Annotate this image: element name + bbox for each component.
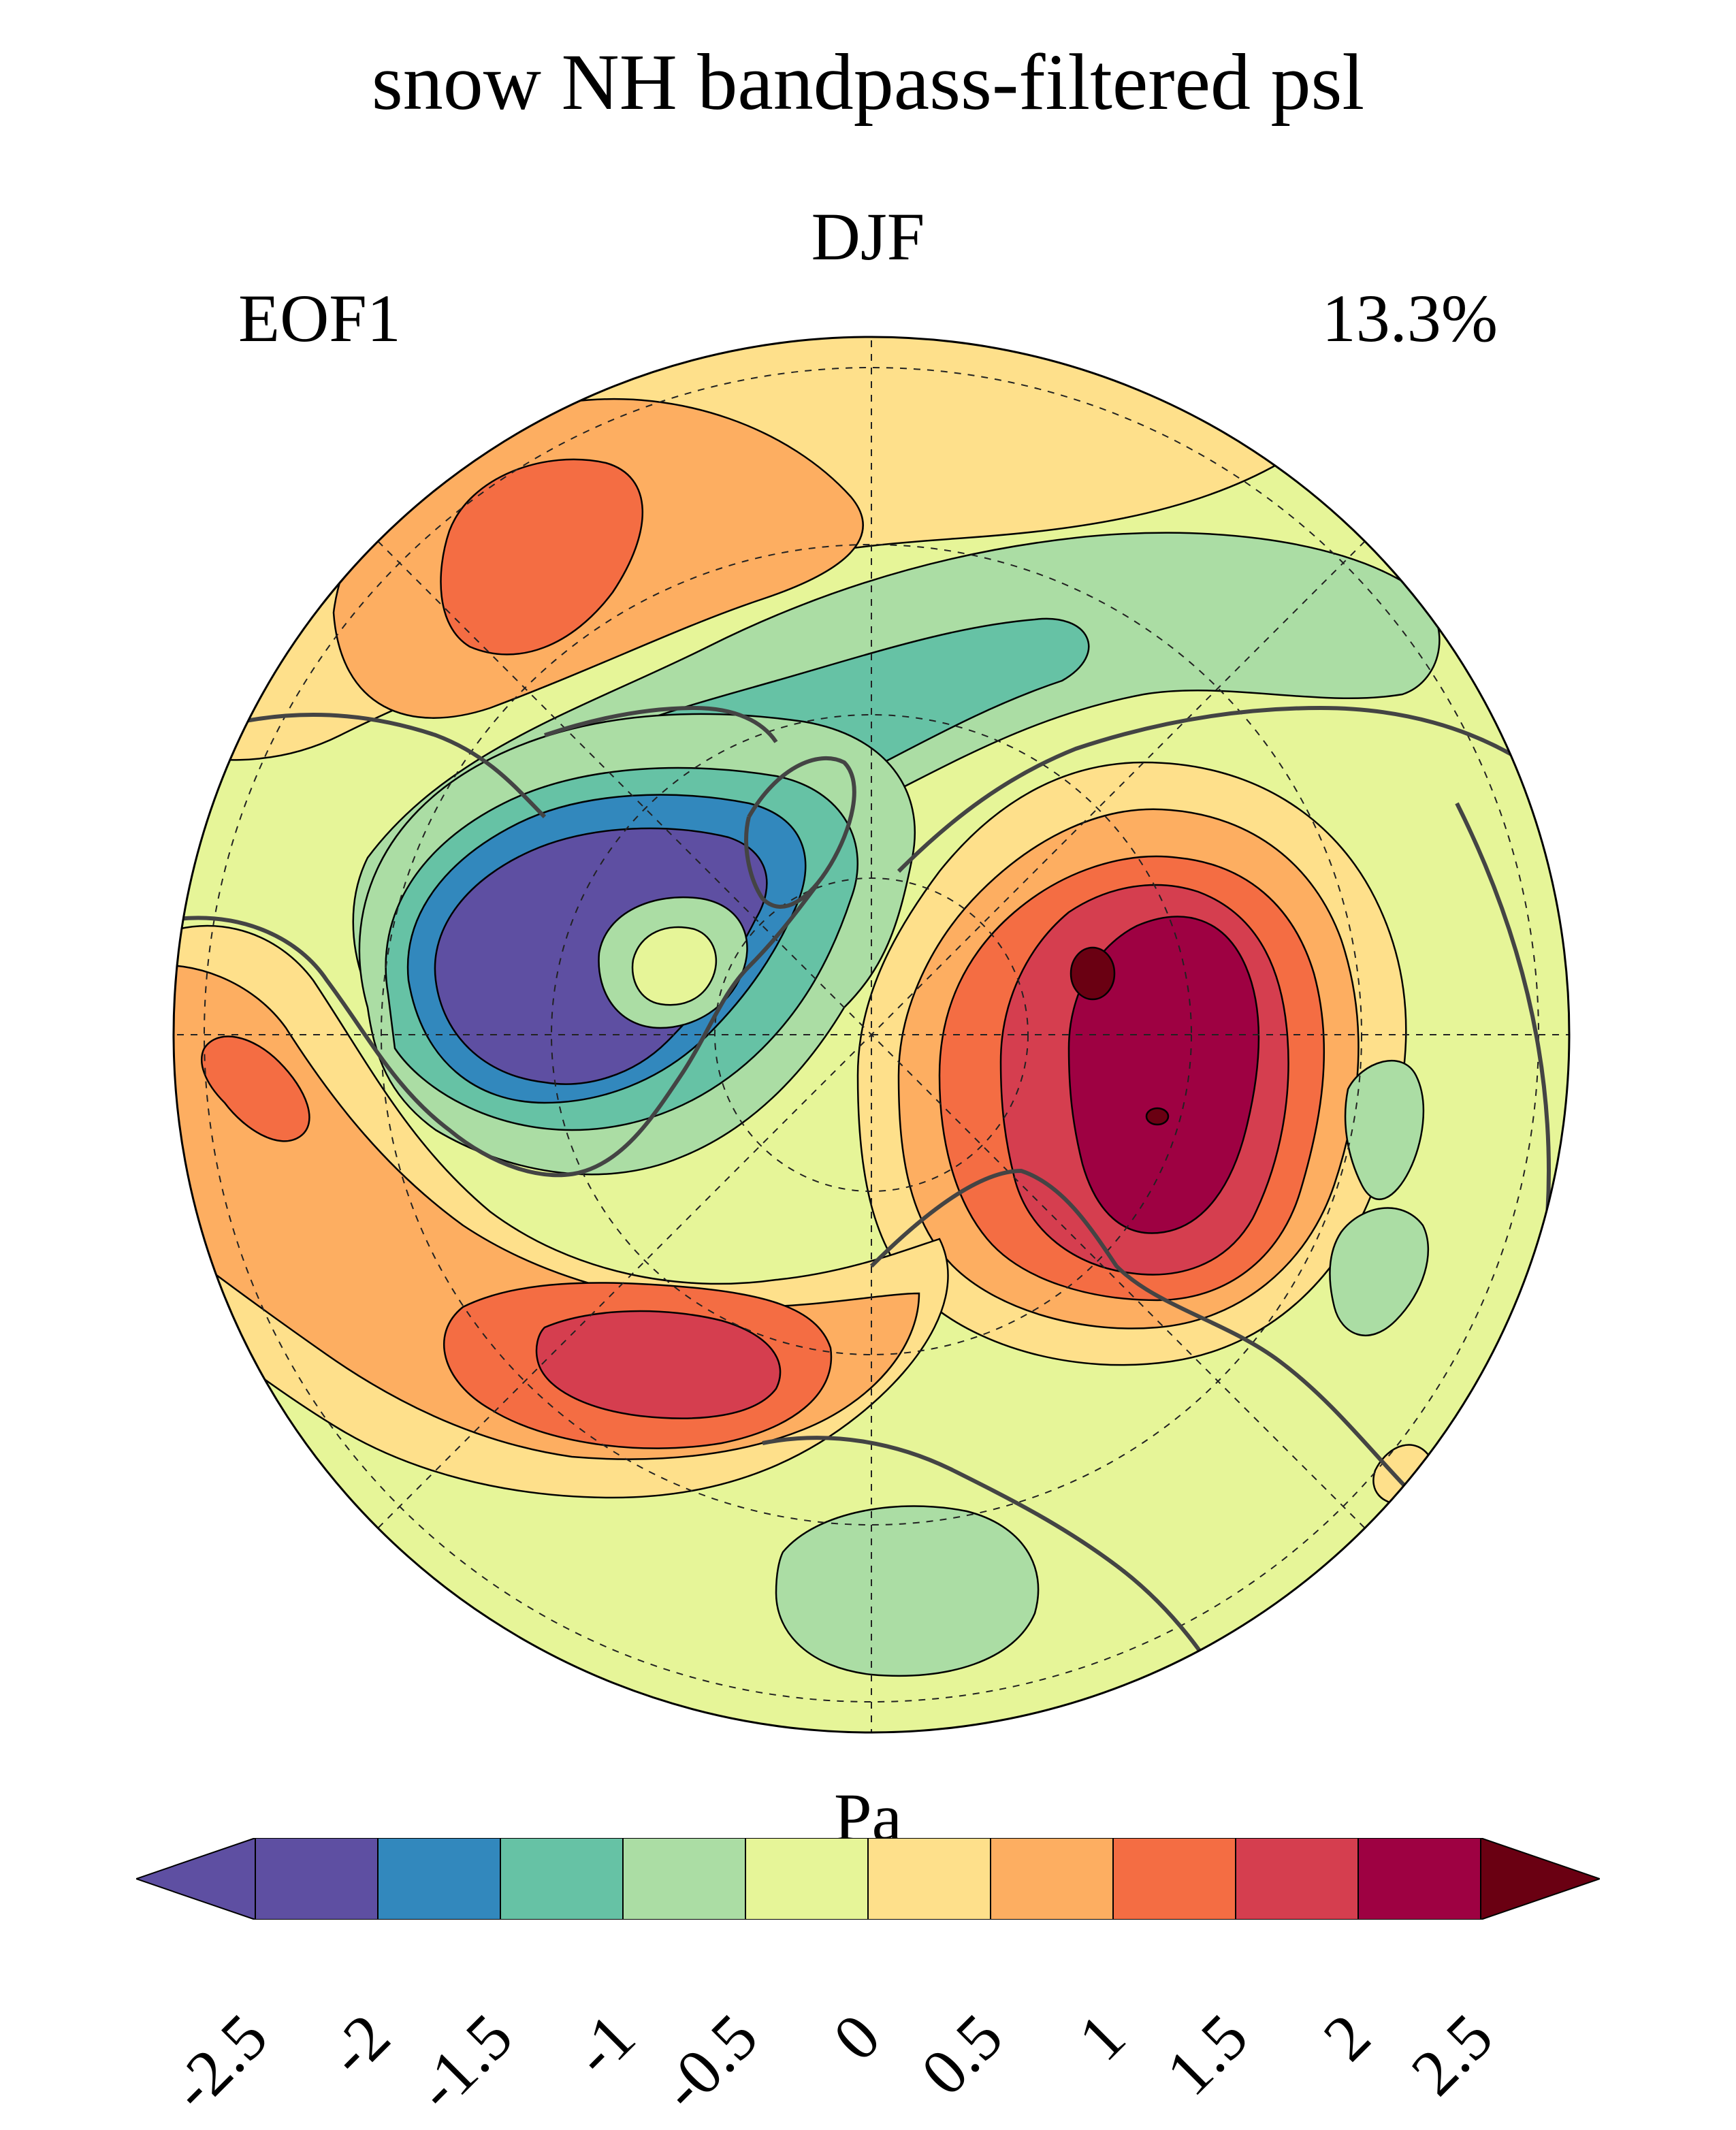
coastline-eurasia-north: [897, 706, 1526, 873]
colorbar-box: [867, 1838, 991, 1920]
meridian-135: [377, 540, 1366, 1529]
colorbar-box: [1357, 1838, 1481, 1920]
colorbar-box: [622, 1838, 746, 1920]
colorbar-tick-label: -2: [313, 1999, 404, 2090]
coastline-greenland: [744, 756, 856, 909]
colorbar-tick-label: -2.5: [156, 1999, 281, 2125]
polar-map: [172, 336, 1571, 1734]
contour-pole-center: [631, 926, 718, 1006]
colorbar-box: [377, 1838, 501, 1920]
eof-label: EOF1: [238, 280, 401, 356]
contour-pos5-east-a: [1070, 946, 1116, 1001]
colorbar-extend-min: [136, 1838, 256, 1920]
contour-weak-neg-south: [775, 1505, 1040, 1677]
variance-label: 13.3%: [1321, 280, 1498, 356]
coastline-arctic-islands: [544, 706, 778, 743]
season-label: DJF: [811, 199, 925, 274]
colorbar-box: [990, 1838, 1114, 1920]
colorbar-tick-label: 0: [819, 1999, 894, 2075]
colorbar-tick-label: 1.5: [1152, 1999, 1261, 2110]
coastline-north-america: [176, 884, 819, 1178]
contour-pos3-south: [535, 1310, 782, 1419]
colorbar-tick-label: -1: [558, 1999, 649, 2090]
colorbar-extend-max: [1480, 1838, 1600, 1920]
coastline-alaska: [190, 713, 547, 819]
contour-pos2-west: [201, 1035, 310, 1142]
colorbar-tick-label: -0.5: [646, 1999, 771, 2125]
contour-pos2-top-blob: [440, 458, 644, 656]
colorbar-box: [255, 1838, 379, 1920]
colorbar-tick-label: -1.5: [401, 1999, 526, 2125]
colorbar-box: [745, 1838, 869, 1920]
colorbar-tick-label: 0.5: [907, 1999, 1016, 2110]
contour-pos4-east: [1067, 916, 1260, 1234]
contour-weak-neg-east1: [1344, 1059, 1425, 1200]
colorbar-box: [1235, 1838, 1359, 1920]
colorbar-box: [1112, 1838, 1236, 1920]
colorbar-tick-label: 2.5: [1397, 1999, 1507, 2110]
map-boundary: [172, 336, 1571, 1734]
coastline-africa: [762, 1436, 1241, 1717]
contour-weak-neg-east2: [1329, 1207, 1429, 1336]
colorbar-tick-label: 2: [1309, 1999, 1384, 2075]
figure-title: snow NH bandpass-filtered psl: [371, 37, 1365, 127]
colorbar: [136, 1838, 1600, 1920]
colorbar-box: [500, 1838, 624, 1920]
colorbar-ticks: -2.5 -2 -1.5 -1 -0.5 0 0.5 1 1.5 2 2.5: [0, 1960, 1736, 2125]
contour-pos5-east-b: [1145, 1107, 1170, 1126]
colorbar-tick-label: 1: [1064, 1999, 1139, 2075]
coastline-europe: [869, 1169, 1418, 1500]
